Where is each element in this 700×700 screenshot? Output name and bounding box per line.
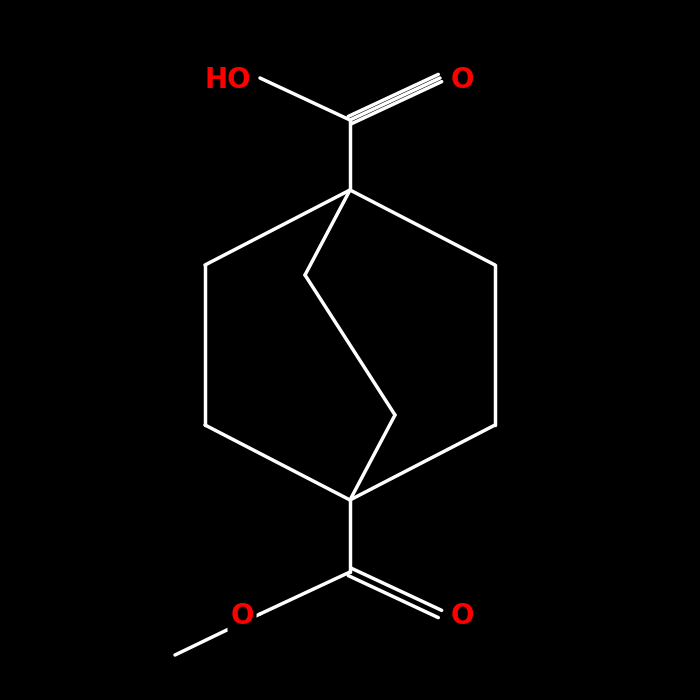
Text: O: O (230, 602, 253, 630)
Text: HO: HO (204, 66, 251, 94)
Text: O: O (450, 66, 474, 94)
Text: O: O (450, 602, 474, 630)
